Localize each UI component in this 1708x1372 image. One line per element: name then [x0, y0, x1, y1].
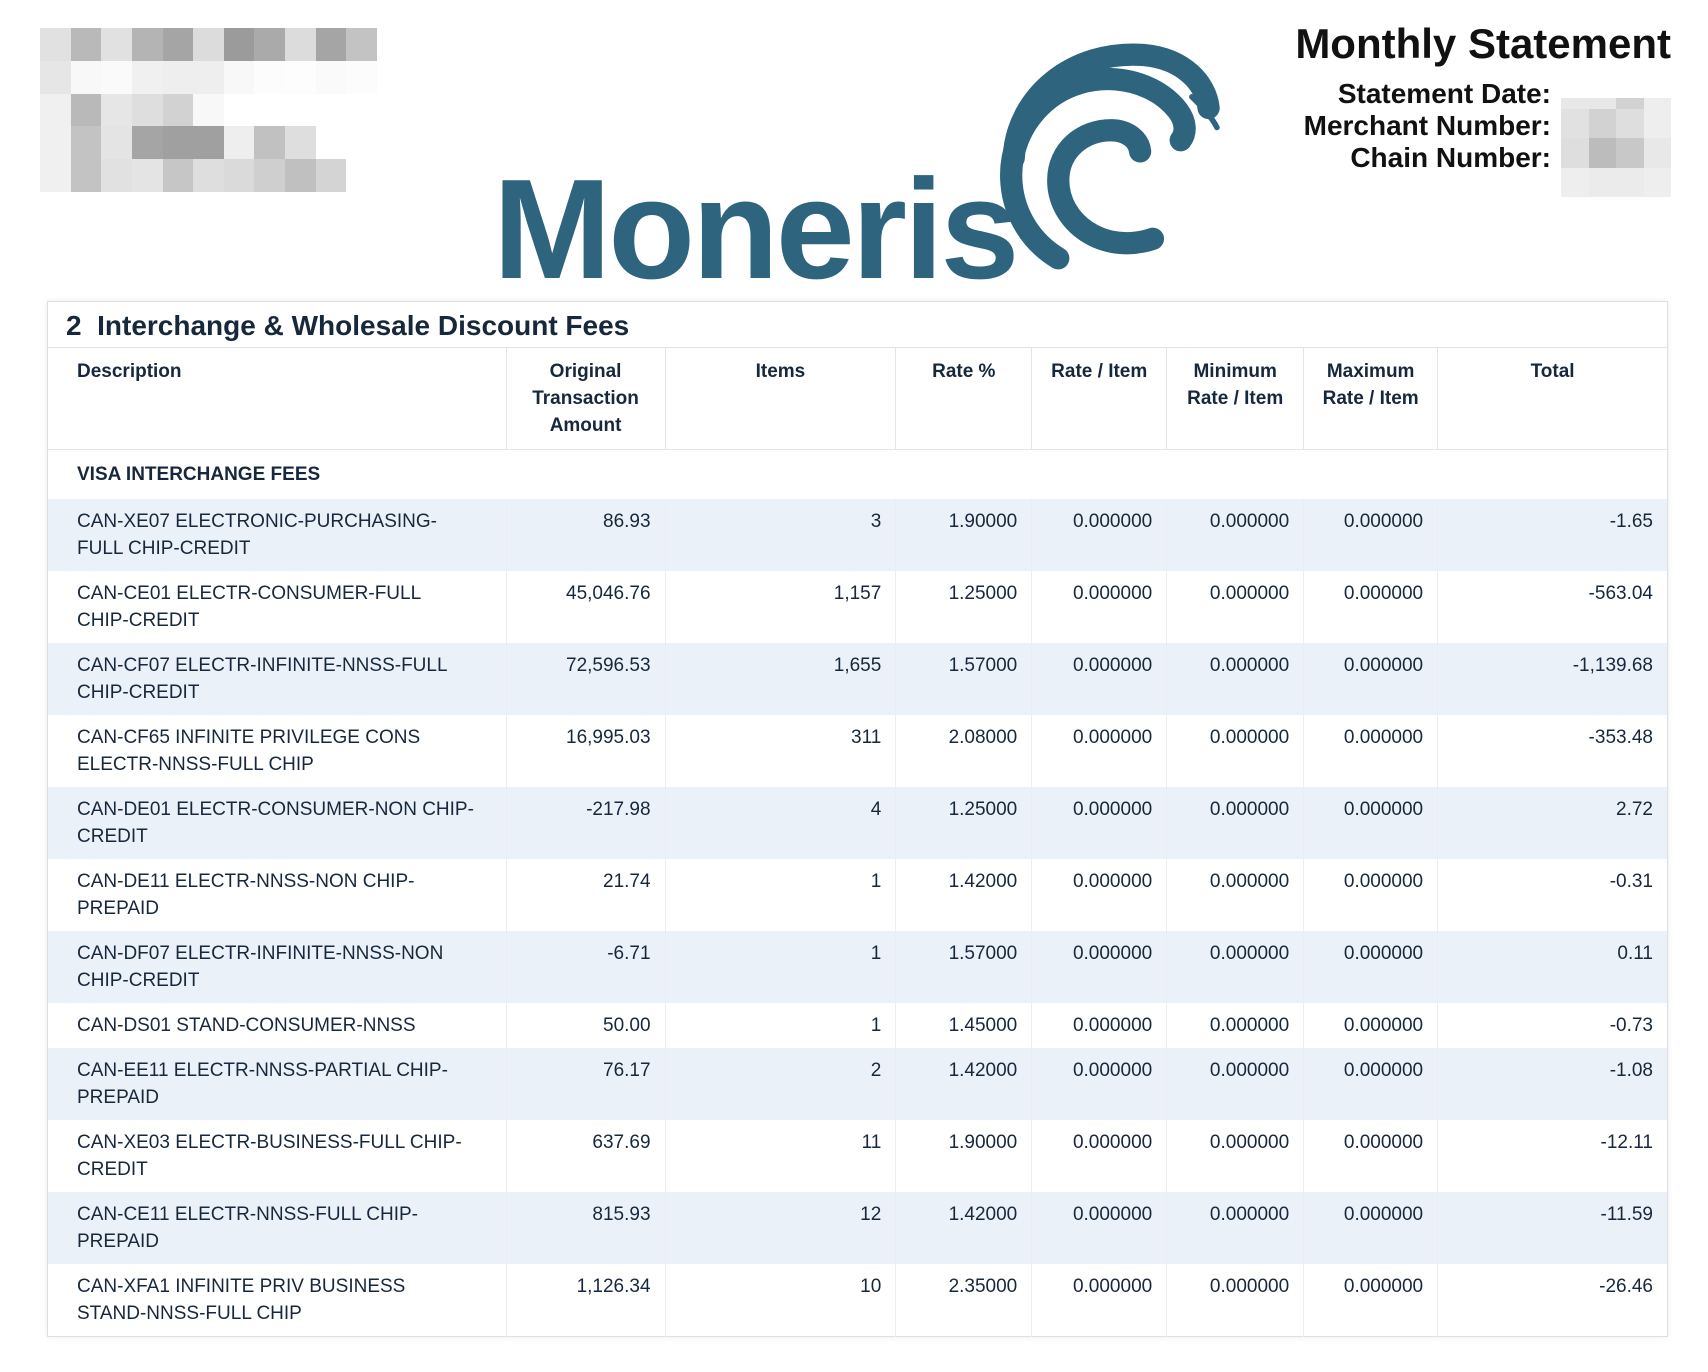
svg-text:Moneris: Moneris: [493, 155, 1016, 309]
